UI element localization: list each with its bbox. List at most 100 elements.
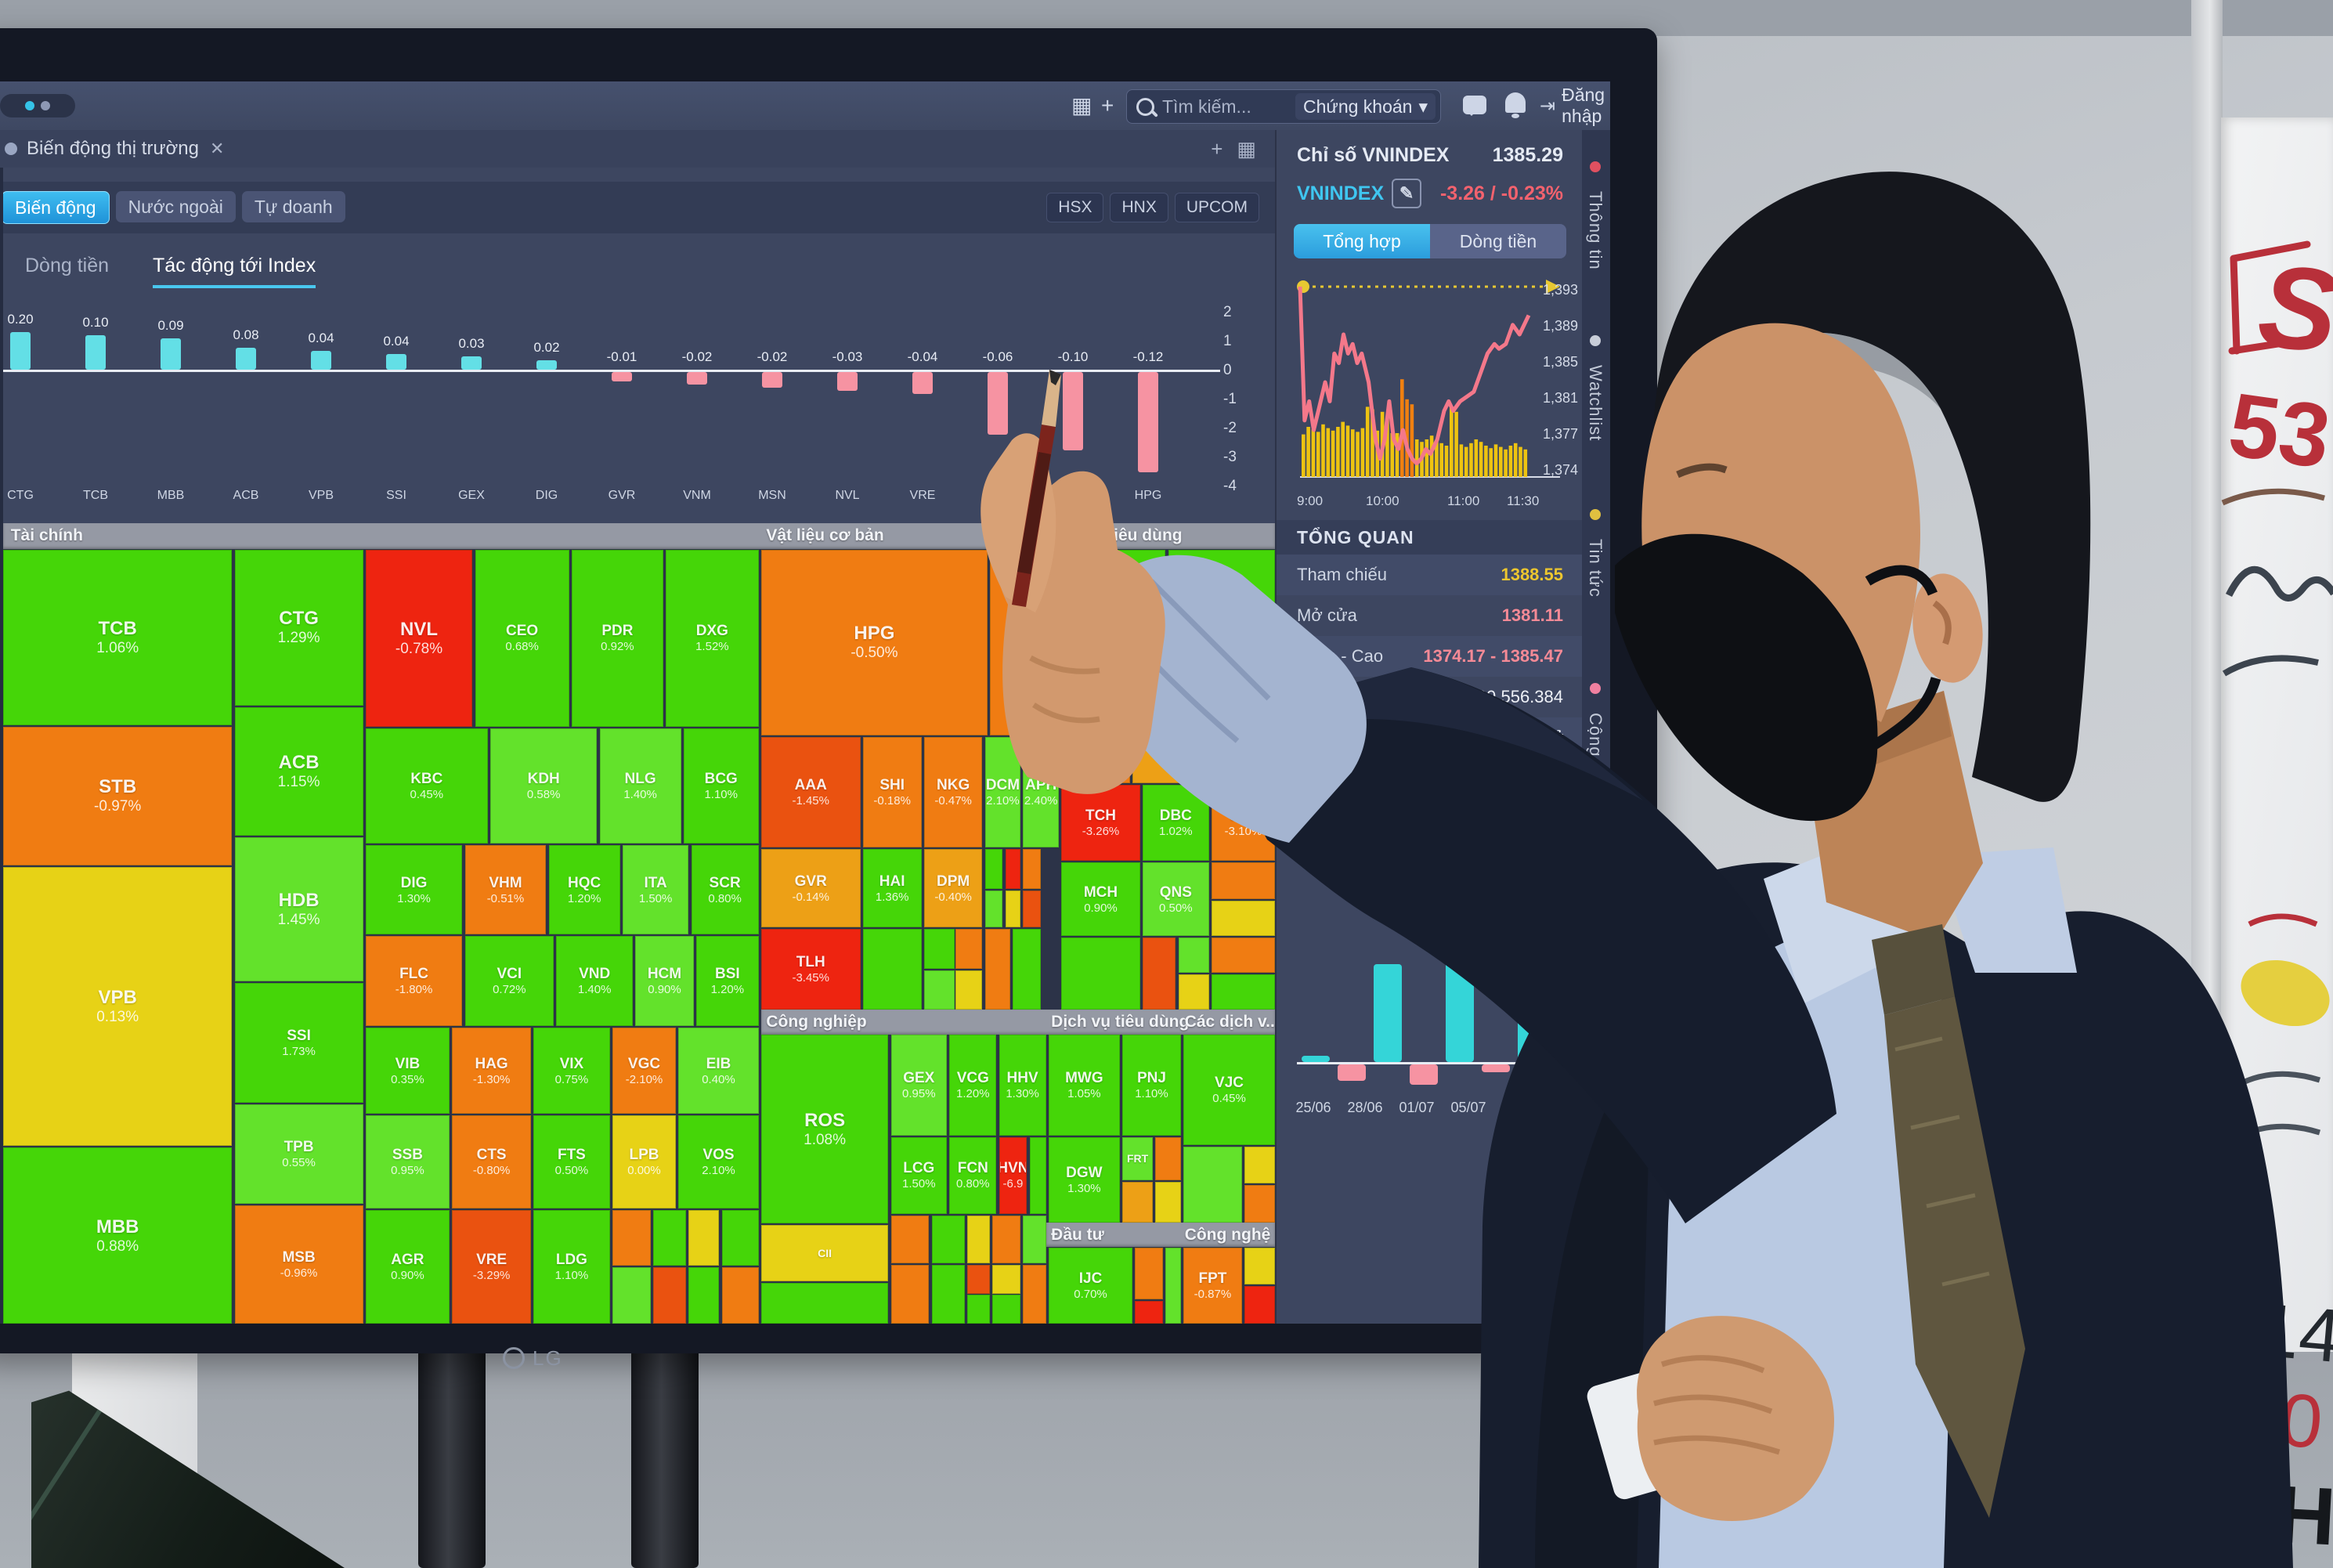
treemap-cell-MBB[interactable]: MBB 0.88% [3, 1147, 233, 1324]
side-tab-dong-tien[interactable]: Dòng tiền [1430, 224, 1566, 258]
search-category-select[interactable]: Chứng khoán ▾ [1295, 93, 1436, 120]
sector-label-d-ch-v-ti-u-d-ng[interactable]: Dịch vụ tiêu dùng [1051, 1012, 1190, 1031]
treemap-cell-PNJ[interactable]: PNJ 1.10% [1122, 1035, 1181, 1136]
treemap-cell-DCM[interactable]: DCM 2.10% [984, 736, 1021, 847]
impact-bar-SSI[interactable] [386, 354, 406, 370]
treemap-cell[interactable] [1143, 938, 1176, 1010]
treemap-cell-VRE[interactable]: VRE -3.29% [452, 1209, 531, 1324]
sidebar-tab-watchlist[interactable]: Watchlist [1586, 365, 1605, 442]
treemap-cell-AGR[interactable]: AGR 0.90% [365, 1209, 450, 1324]
treemap-cell-NKG[interactable]: NKG -0.47% [923, 736, 983, 847]
sidebar-tab-c-nh-b-o[interactable]: Cảnh báo [1586, 887, 1605, 968]
treemap-cell[interactable] [955, 970, 983, 1010]
treemap-cell-ACB[interactable]: ACB 1.15% [234, 707, 363, 836]
treemap-cell-CII[interactable]: CII [760, 1225, 889, 1281]
treemap-cell[interactable] [1029, 1136, 1046, 1214]
treemap-cell[interactable] [1023, 1265, 1046, 1324]
treemap-cell-DBC[interactable]: DBC 1.02% [1143, 785, 1209, 862]
impact-bar-ACB[interactable] [236, 348, 256, 370]
exchange-hnx[interactable]: HNX [1110, 193, 1168, 222]
treemap-cell[interactable] [966, 1295, 991, 1324]
treemap-cell-TLH[interactable]: TLH -3.45% [760, 929, 861, 1010]
treemap-cell[interactable] [1155, 1182, 1181, 1223]
treemap-cell[interactable] [688, 1209, 720, 1266]
tab-tự-doanh[interactable]: Tự doanh [241, 191, 345, 222]
treemap-cell[interactable] [1244, 1185, 1275, 1223]
treemap-cell-HCM[interactable]: HCM 0.90% [635, 936, 694, 1026]
treemap-cell-VIX[interactable]: VIX 0.75% [533, 1027, 610, 1115]
treemap-cell[interactable] [1183, 1147, 1242, 1223]
treemap-cell-VPB[interactable]: VPB 0.13% [3, 867, 233, 1147]
treemap-cell-KDC[interactable]: KDC [1132, 721, 1199, 784]
treemap-cell-DPM[interactable]: DPM -0.40% [923, 848, 983, 928]
close-icon[interactable]: ✕ [209, 139, 225, 158]
treemap-cell-KDH[interactable]: KDH 0.58% [489, 728, 598, 844]
panel-title[interactable]: Biến động thị trường [27, 138, 199, 159]
panel-tools[interactable]: + ▦ [1211, 137, 1256, 161]
sidebar-tab-th-ng-tin[interactable]: Thông tin [1586, 191, 1605, 270]
treemap-cell-SSI[interactable]: SSI 1.73% [234, 982, 363, 1103]
treemap-cell[interactable] [1061, 938, 1140, 1010]
treemap-cell-NLG[interactable]: NLG 1.40% [599, 728, 681, 844]
treemap-cell-FLC[interactable]: FLC -1.80% [365, 936, 463, 1026]
treemap-cell-CEO[interactable]: CEO 0.68% [475, 549, 569, 727]
treemap-cell-FRT[interactable]: FRT [1122, 1136, 1154, 1181]
app-logo[interactable] [0, 94, 75, 117]
treemap-cell-TPB[interactable]: TPB 0.55% [234, 1104, 363, 1204]
treemap-cell-CTG[interactable]: CTG 1.29% [234, 549, 363, 706]
treemap-cell-MWG[interactable]: MWG 1.05% [1048, 1035, 1120, 1136]
impact-bar-GVR[interactable] [612, 372, 632, 381]
sector-label-c-ng-nghi-p[interactable]: Công nghiệp [766, 1012, 867, 1031]
treemap-cell-TCH[interactable]: TCH -3.26% [1061, 785, 1140, 862]
treemap-cell-MSN[interactable]: MSN 0.84% [1061, 549, 1166, 720]
treemap-cell-VNM[interactable]: VNM [1061, 721, 1130, 784]
index-name[interactable]: VNINDEX [1297, 182, 1385, 204]
treemap-cell-LDG[interactable]: LDG 1.10% [533, 1209, 610, 1324]
treemap-cell[interactable] [1244, 1147, 1275, 1184]
treemap-cell[interactable] [1178, 974, 1209, 1010]
treemap-cell[interactable] [1013, 929, 1042, 1010]
treemap-cell-HHV[interactable]: HHV 1.30% [999, 1035, 1046, 1136]
treemap-cell-VCG[interactable]: VCG 1.20% [949, 1035, 997, 1136]
treemap-cell-GVR[interactable]: GVR -0.14% [760, 848, 861, 928]
exchange-upcom[interactable]: UPCOM [1174, 193, 1259, 222]
treemap-cell-LPB[interactable]: LPB 0.00% [612, 1115, 677, 1209]
tab-dong-tien[interactable]: Dòng tiền [25, 255, 110, 276]
treemap-cell-VND[interactable]: VND 1.40% [556, 936, 633, 1026]
impact-bar-VNM[interactable] [687, 372, 707, 385]
tab-tac-dong-toi-index[interactable]: Tác động tới Index [153, 255, 316, 288]
treemap-cell-ROS[interactable]: ROS 1.08% [760, 1035, 889, 1224]
treemap-cell[interactable] [1211, 938, 1275, 974]
treemap-cell[interactable] [1244, 1285, 1275, 1324]
treemap-cell[interactable] [984, 848, 1003, 890]
treemap-cell[interactable] [652, 1209, 687, 1266]
treemap-cell-EIB[interactable]: EIB 0.40% [678, 1027, 759, 1115]
tab-nước-ngoài[interactable]: Nước ngoài [115, 191, 236, 222]
treemap-cell-ITA[interactable]: ITA 1.50% [622, 844, 689, 935]
treemap-cell-KBC[interactable]: KBC 0.45% [365, 728, 488, 844]
treemap-cell[interactable] [1023, 848, 1042, 890]
treemap-cell-HPG[interactable]: HPG -0.50% [760, 549, 988, 735]
treemap-cell-MSB[interactable]: MSB -0.96% [234, 1205, 363, 1324]
impact-bar-MBB[interactable] [161, 338, 181, 370]
treemap-cell[interactable] [992, 1295, 1021, 1324]
impact-bar-VHM[interactable] [988, 372, 1008, 435]
treemap-cell-GEX[interactable]: GEX 0.95% [890, 1035, 947, 1136]
treemap-cell-APH[interactable]: APH 2.40% [1023, 736, 1059, 847]
treemap-cell-SAB[interactable]: SAB 0.72% [1168, 549, 1275, 720]
impact-bar-MSN[interactable] [762, 372, 782, 388]
treemap-cell-SCR[interactable]: SCR 0.80% [691, 844, 759, 935]
treemap-cell[interactable] [1244, 1247, 1275, 1284]
treemap-cell[interactable] [862, 929, 922, 1010]
treemap-cell[interactable] [992, 1216, 1021, 1264]
treemap-cell[interactable] [955, 929, 983, 970]
side-tab-tong-hop[interactable]: Tổng hợp [1294, 224, 1430, 258]
add-panel-icon[interactable]: + [1211, 136, 1223, 161]
impact-bar-GEX[interactable] [461, 356, 482, 370]
exchange-hsx[interactable]: HSX [1046, 193, 1104, 222]
treemap-cell-VHM[interactable]: VHM -0.51% [464, 844, 547, 935]
treemap-cell-MCH[interactable]: MCH 0.90% [1061, 862, 1140, 937]
impact-bar-VRE[interactable] [912, 372, 933, 394]
treemap-cell-HSG[interactable]: HSG -1.29% [990, 549, 1059, 735]
treemap-cell[interactable] [966, 1216, 991, 1264]
